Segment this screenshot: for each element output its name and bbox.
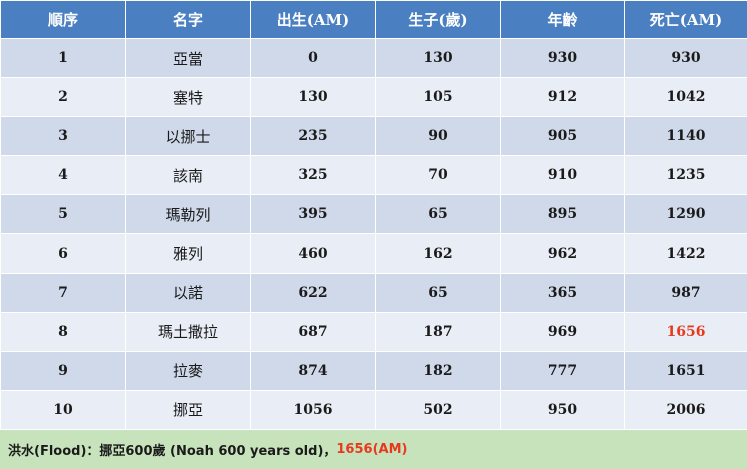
patriarchs-table: 順序 名字 出生(AM) 生子(歲) 年齡 死亡(AM) 1 亞當 0 130 …	[0, 0, 747, 431]
cell-begat: 182	[375, 350, 501, 391]
cell-order: 6	[0, 233, 126, 274]
table-row: 1 亞當 0 130 930 930	[0, 37, 747, 79]
cell-order: 7	[0, 272, 126, 313]
table-row: 10 挪亞 1056 502 950 2006	[0, 389, 747, 431]
cell-begat: 105	[375, 77, 501, 118]
cell-name: 挪亞	[125, 389, 251, 431]
cell-name: 瑪勒列	[125, 194, 251, 235]
cell-begat: 502	[375, 389, 501, 431]
cell-order: 5	[0, 194, 126, 235]
flood-note: 洪水(Flood)：挪亞600歲 (Noah 600 years old)， 1…	[0, 430, 747, 469]
cell-birth: 0	[250, 37, 376, 79]
table-row: 8 瑪土撒拉 687 187 969 1656	[0, 311, 747, 352]
table-row: 5 瑪勒列 395 65 895 1290	[0, 194, 747, 235]
cell-begat: 187	[375, 311, 501, 352]
cell-birth: 395	[250, 194, 376, 235]
cell-begat: 130	[375, 37, 501, 79]
header-order: 順序	[0, 0, 126, 39]
flood-year-highlight: 1656(AM)	[336, 442, 408, 457]
flood-note-text: 洪水(Flood)：挪亞600歲 (Noah 600 years old)，	[8, 444, 337, 459]
header-death: 死亡(AM)	[624, 0, 747, 39]
cell-death-highlight: 1656	[624, 311, 747, 352]
cell-birth: 460	[250, 233, 376, 274]
cell-name: 塞特	[125, 77, 251, 118]
cell-death: 1422	[624, 233, 747, 274]
cell-age: 912	[500, 77, 625, 118]
cell-order: 4	[0, 155, 126, 196]
cell-order: 10	[0, 389, 126, 431]
cell-birth: 130	[250, 77, 376, 118]
cell-age: 365	[500, 272, 625, 313]
cell-death: 1140	[624, 116, 747, 157]
cell-birth: 622	[250, 272, 376, 313]
cell-age: 950	[500, 389, 625, 431]
cell-begat: 65	[375, 194, 501, 235]
cell-birth: 687	[250, 311, 376, 352]
cell-age: 777	[500, 350, 625, 391]
cell-order: 8	[0, 311, 126, 352]
cell-age: 969	[500, 311, 625, 352]
cell-death: 1290	[624, 194, 747, 235]
cell-age: 895	[500, 194, 625, 235]
cell-begat: 162	[375, 233, 501, 274]
cell-death: 1042	[624, 77, 747, 118]
cell-begat: 90	[375, 116, 501, 157]
cell-order: 3	[0, 116, 126, 157]
cell-age: 930	[500, 37, 625, 79]
table-row: 9 拉麥 874 182 777 1651	[0, 350, 747, 391]
cell-death: 930	[624, 37, 747, 79]
cell-name: 以諾	[125, 272, 251, 313]
cell-birth: 235	[250, 116, 376, 157]
table-row: 4 該南 325 70 910 1235	[0, 155, 747, 196]
cell-order: 1	[0, 37, 126, 79]
cell-name: 拉麥	[125, 350, 251, 391]
cell-death: 2006	[624, 389, 747, 431]
cell-death: 1235	[624, 155, 747, 196]
cell-name: 亞當	[125, 37, 251, 79]
cell-death: 1651	[624, 350, 747, 391]
header-name: 名字	[125, 0, 251, 39]
cell-name: 雅列	[125, 233, 251, 274]
cell-begat: 65	[375, 272, 501, 313]
cell-age: 910	[500, 155, 625, 196]
cell-name: 該南	[125, 155, 251, 196]
header-begat: 生子(歲)	[375, 0, 501, 39]
table-row: 2 塞特 130 105 912 1042	[0, 77, 747, 118]
cell-order: 2	[0, 77, 126, 118]
cell-age: 905	[500, 116, 625, 157]
cell-order: 9	[0, 350, 126, 391]
cell-death: 987	[624, 272, 747, 313]
cell-age: 962	[500, 233, 625, 274]
cell-begat: 70	[375, 155, 501, 196]
cell-name: 瑪土撒拉	[125, 311, 251, 352]
header-age: 年齡	[500, 0, 625, 39]
cell-birth: 874	[250, 350, 376, 391]
header-birth: 出生(AM)	[250, 0, 376, 39]
table-row: 7 以諾 622 65 365 987	[0, 272, 747, 313]
cell-birth: 1056	[250, 389, 376, 431]
cell-birth: 325	[250, 155, 376, 196]
cell-name: 以挪士	[125, 116, 251, 157]
header-row: 順序 名字 出生(AM) 生子(歲) 年齡 死亡(AM)	[0, 0, 747, 39]
table-row: 3 以挪士 235 90 905 1140	[0, 116, 747, 157]
table-row: 6 雅列 460 162 962 1422	[0, 233, 747, 274]
